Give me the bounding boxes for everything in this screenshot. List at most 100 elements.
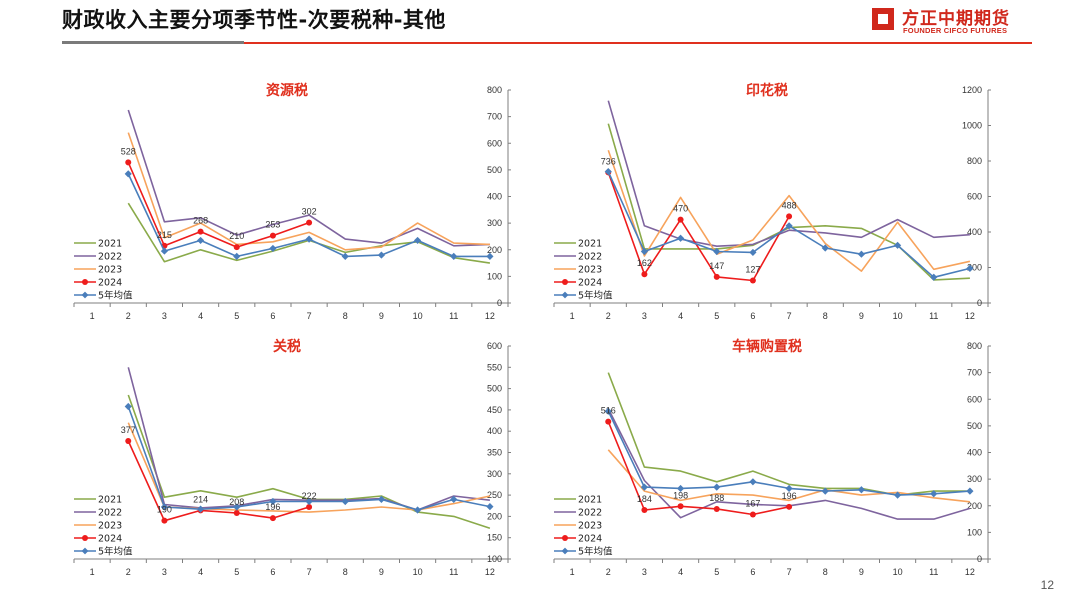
data-point: [161, 517, 168, 524]
title-underline: [62, 42, 1032, 44]
title-underline-accent: [62, 41, 244, 44]
y-tick-label: 600: [967, 192, 982, 202]
data-point: [821, 244, 829, 252]
y-tick-label: 150: [487, 533, 502, 543]
data-label: 167: [745, 499, 760, 509]
x-tick-label: 6: [750, 567, 755, 577]
data-point: [677, 216, 684, 223]
x-tick-label: 3: [642, 311, 647, 321]
y-tick-label: 200: [487, 245, 502, 255]
data-point: [486, 503, 494, 511]
data-label: 198: [673, 490, 688, 500]
legend-label: 5年均值: [98, 546, 133, 558]
data-point: [713, 273, 720, 280]
data-label: 377: [121, 425, 136, 435]
x-tick-label: 8: [823, 567, 828, 577]
data-point: [966, 487, 974, 495]
x-tick-label: 9: [379, 311, 384, 321]
y-tick-label: 700: [967, 368, 982, 378]
y-tick-label: 800: [967, 341, 982, 351]
y-tick-label: 400: [967, 227, 982, 237]
data-point: [377, 251, 386, 259]
data-label: 736: [601, 156, 616, 166]
data-point: [124, 402, 132, 411]
x-tick-label: 11: [449, 567, 458, 577]
data-label: 147: [709, 261, 724, 271]
legend-label: 2024: [98, 534, 122, 545]
x-tick-label: 2: [126, 567, 131, 577]
data-label: 210: [229, 231, 244, 241]
legend-label: 2021: [98, 239, 122, 250]
x-tick-label: 10: [413, 311, 423, 321]
legend-label: 2023: [578, 265, 602, 276]
legend-label: 2022: [578, 508, 602, 519]
data-label: 528: [121, 146, 136, 156]
y-tick-label: 250: [487, 490, 502, 500]
legend-label: 2022: [98, 252, 122, 263]
legend-label: 5年均值: [578, 546, 613, 558]
data-point: [749, 478, 757, 486]
y-tick-label: 600: [967, 394, 982, 404]
y-tick-label: 300: [487, 218, 502, 228]
legend-label: 2021: [578, 495, 602, 506]
x-tick-label: 12: [485, 567, 495, 577]
data-point: [640, 483, 649, 491]
series-0-group: [607, 372, 970, 496]
chart-vehicle-purchase-tax: 车辆购置税 0 100 200 300 400 500 600 700 800 1 2 3 4 5 6 7 8 9 1…: [542, 330, 992, 582]
x-tick-label: 2: [126, 311, 131, 321]
legend-label: 5年均值: [98, 290, 133, 302]
x-tick-label: 4: [198, 567, 203, 577]
series-line-1: [607, 408, 971, 520]
data-label: 162: [637, 258, 652, 268]
data-point: [749, 511, 756, 518]
x-tick-label: 1: [90, 567, 95, 577]
y-tick-label: 400: [487, 426, 502, 436]
x-tick-label: 12: [965, 311, 975, 321]
data-point: [233, 252, 241, 261]
data-point: [930, 273, 938, 281]
data-label: 190: [157, 505, 172, 515]
data-point: [713, 247, 721, 256]
data-point: [125, 159, 132, 166]
legend-label: 2021: [578, 239, 602, 250]
x-tick-label: 9: [379, 567, 384, 577]
data-label: 253: [265, 220, 280, 230]
x-tick-label: 4: [198, 311, 203, 321]
data-label: 215: [157, 230, 172, 240]
series-line-2: [607, 150, 971, 272]
y-tick-label: 450: [487, 405, 502, 415]
x-tick-label: 8: [343, 567, 348, 577]
x-tick-label: 2: [606, 567, 611, 577]
y-tick-label: 0: [977, 554, 982, 564]
data-point: [677, 503, 684, 510]
y-tick-label: 400: [487, 192, 502, 202]
logo-english-name: FOUNDER CIFCO FUTURES: [903, 26, 1008, 35]
data-point: [641, 271, 648, 278]
series-2-group: [127, 132, 490, 251]
y-tick-label: 200: [967, 263, 982, 273]
x-tick-label: 12: [965, 567, 975, 577]
series-4-group: [604, 407, 974, 499]
x-tick-label: 1: [570, 567, 575, 577]
data-point: [233, 503, 241, 511]
y-tick-label: 100: [487, 554, 502, 564]
y-tick-label: 600: [487, 341, 502, 351]
x-tick-label: 5: [714, 567, 719, 577]
x-tick-label: 2: [606, 311, 611, 321]
legend-label: 2024: [578, 278, 602, 289]
series-line-1: [607, 100, 970, 247]
data-point: [893, 241, 902, 249]
x-tick-label: 10: [413, 567, 423, 577]
y-tick-label: 800: [967, 156, 982, 166]
x-tick-label: 1: [90, 311, 95, 321]
data-point: [196, 236, 205, 245]
data-point: [413, 506, 422, 514]
data-label: 127: [745, 264, 760, 274]
chart-title: 印花税: [746, 82, 788, 99]
data-label: 268: [193, 216, 208, 226]
